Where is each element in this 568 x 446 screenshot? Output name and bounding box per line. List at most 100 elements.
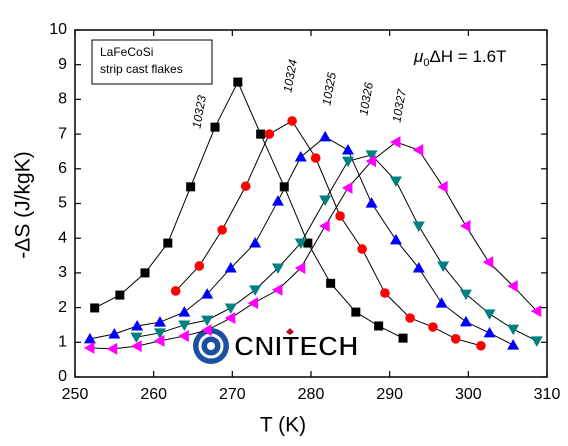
x-tick-label: 280 xyxy=(298,386,325,403)
data-point xyxy=(287,116,297,126)
data-point xyxy=(405,313,415,323)
y-tick-label: 2 xyxy=(58,299,67,316)
data-point xyxy=(351,307,361,317)
data-point xyxy=(374,321,384,331)
y-tick-label: 9 xyxy=(58,56,67,73)
data-point xyxy=(459,289,472,301)
data-point xyxy=(326,278,336,288)
data-point xyxy=(437,180,448,193)
data-point xyxy=(178,306,191,317)
x-tick-label: 260 xyxy=(140,386,167,403)
data-point xyxy=(153,334,165,347)
data-point xyxy=(224,303,237,314)
data-point xyxy=(335,211,345,221)
data-point xyxy=(365,155,377,168)
data-point xyxy=(90,303,100,313)
y-tick-label: 4 xyxy=(58,229,67,246)
data-point xyxy=(428,322,438,332)
data-point xyxy=(319,195,332,207)
data-point xyxy=(115,290,125,300)
data-point xyxy=(357,244,367,254)
data-point xyxy=(482,256,494,269)
annotation-line: strip cast flakes xyxy=(100,62,183,76)
data-point xyxy=(530,336,543,347)
data-point xyxy=(294,151,307,162)
data-point xyxy=(398,333,408,343)
series-label: 10327 xyxy=(389,87,409,124)
field-symbol: μ xyxy=(413,47,424,66)
data-point xyxy=(450,334,461,344)
data-point xyxy=(201,315,214,327)
data-point xyxy=(194,261,205,271)
data-point xyxy=(389,176,402,187)
data-point xyxy=(264,129,275,139)
data-point xyxy=(507,324,520,336)
annotation-line: LaFeCoSi xyxy=(100,45,153,59)
data-point xyxy=(310,153,321,163)
field-subscript: 0 xyxy=(423,57,429,69)
data-point xyxy=(483,309,496,320)
series-line xyxy=(94,80,404,339)
data-point xyxy=(249,285,262,296)
data-point xyxy=(459,220,471,233)
y-tick-label: 3 xyxy=(58,264,67,281)
x-tick-label: 300 xyxy=(455,386,482,403)
data-point xyxy=(233,77,243,87)
data-point xyxy=(170,286,181,296)
data-point xyxy=(131,319,144,331)
data-point xyxy=(178,320,191,331)
x-tick-label: 250 xyxy=(62,386,89,403)
data-point xyxy=(365,197,378,208)
y-tick-label: 5 xyxy=(58,195,67,212)
data-point xyxy=(240,181,251,191)
data-point xyxy=(210,122,220,132)
data-point xyxy=(186,182,196,192)
logo-heart xyxy=(286,328,294,335)
field-text: ΔH = 1.6T xyxy=(429,47,506,66)
data-point xyxy=(217,225,227,235)
data-point xyxy=(341,181,353,194)
data-point xyxy=(256,129,266,139)
data-point xyxy=(437,261,450,272)
data-point xyxy=(507,280,518,293)
series-label: 10323 xyxy=(189,94,209,130)
data-point xyxy=(483,326,496,338)
y-tick-label: 7 xyxy=(58,125,67,142)
data-point xyxy=(380,288,390,298)
logo-core xyxy=(207,342,215,350)
data-point xyxy=(294,238,307,250)
data-point xyxy=(271,263,284,275)
x-tick-label: 290 xyxy=(376,386,403,403)
data-point xyxy=(108,327,121,339)
y-tick-label: 6 xyxy=(58,160,67,177)
data-point xyxy=(271,283,283,296)
series-label: 10326 xyxy=(356,81,376,117)
data-point xyxy=(389,233,402,245)
data-point xyxy=(459,315,472,327)
data-point xyxy=(178,330,189,343)
data-point xyxy=(106,342,118,355)
logo-text: CNITECH xyxy=(234,330,358,361)
data-point xyxy=(249,237,262,248)
y-axis-label: -ΔS (J/kgK) xyxy=(12,151,35,258)
x-tick-label: 270 xyxy=(219,386,246,403)
data-point xyxy=(140,268,150,278)
logo: CNITECH xyxy=(193,328,359,364)
data-point xyxy=(365,150,378,161)
data-point xyxy=(163,238,173,248)
data-point xyxy=(224,262,237,273)
data-point xyxy=(201,324,212,337)
annotation-box xyxy=(91,39,213,85)
data-point xyxy=(247,297,259,310)
data-point xyxy=(83,332,96,344)
y-tick-label: 0 xyxy=(58,368,67,385)
data-point xyxy=(341,156,354,168)
data-point xyxy=(412,262,425,273)
data-point xyxy=(507,339,520,350)
y-tick-label: 8 xyxy=(58,91,67,108)
data-point xyxy=(224,312,236,325)
data-point xyxy=(412,221,425,233)
data-point xyxy=(131,340,142,353)
series-label: 10324 xyxy=(280,58,300,94)
series-line xyxy=(136,154,537,342)
